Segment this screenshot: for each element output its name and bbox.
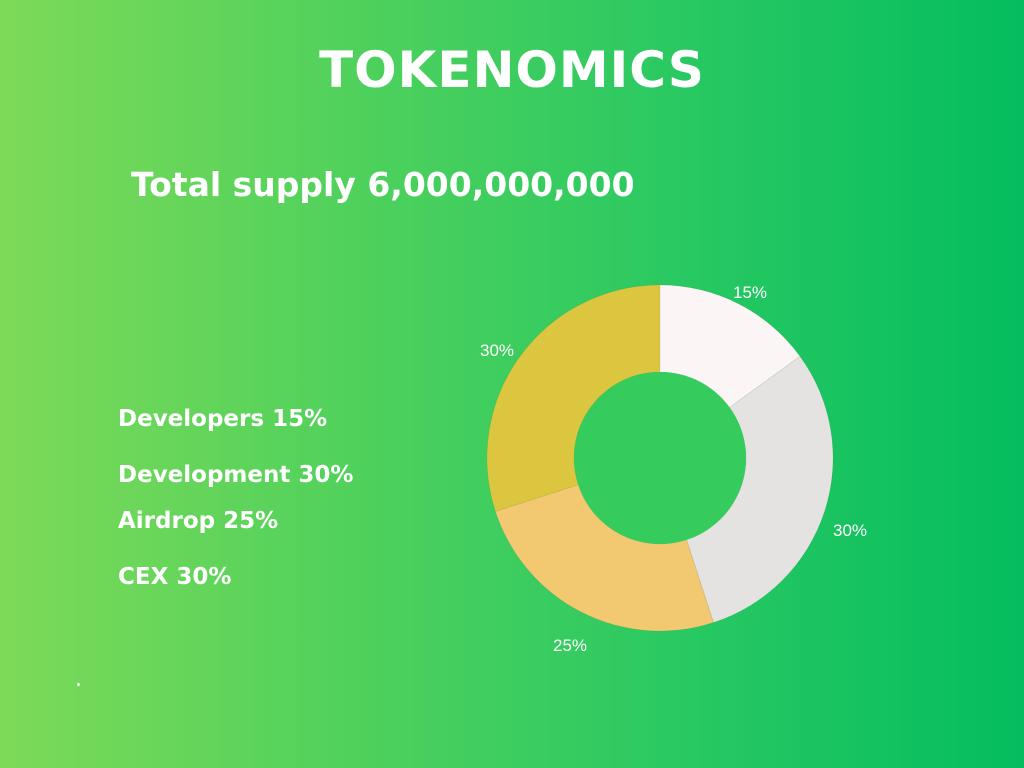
donut-hole [574,372,746,544]
decorative-dot [77,683,80,686]
legend-item-airdrop: Airdrop 25% [118,508,279,534]
total-supply: Total supply 6,000,000,000 [131,165,635,204]
legend-item-cex: CEX 30% [118,564,232,590]
legend-item-development: Development 30% [118,462,354,488]
legend-item-developers: Developers 15% [118,406,328,432]
data-label-development: 30% [833,521,867,540]
page-title: TOKENOMICS [319,41,705,99]
data-label-cex: 30% [480,341,514,360]
data-label-developers: 15% [733,283,767,302]
data-label-airdrop: 25% [553,636,587,655]
